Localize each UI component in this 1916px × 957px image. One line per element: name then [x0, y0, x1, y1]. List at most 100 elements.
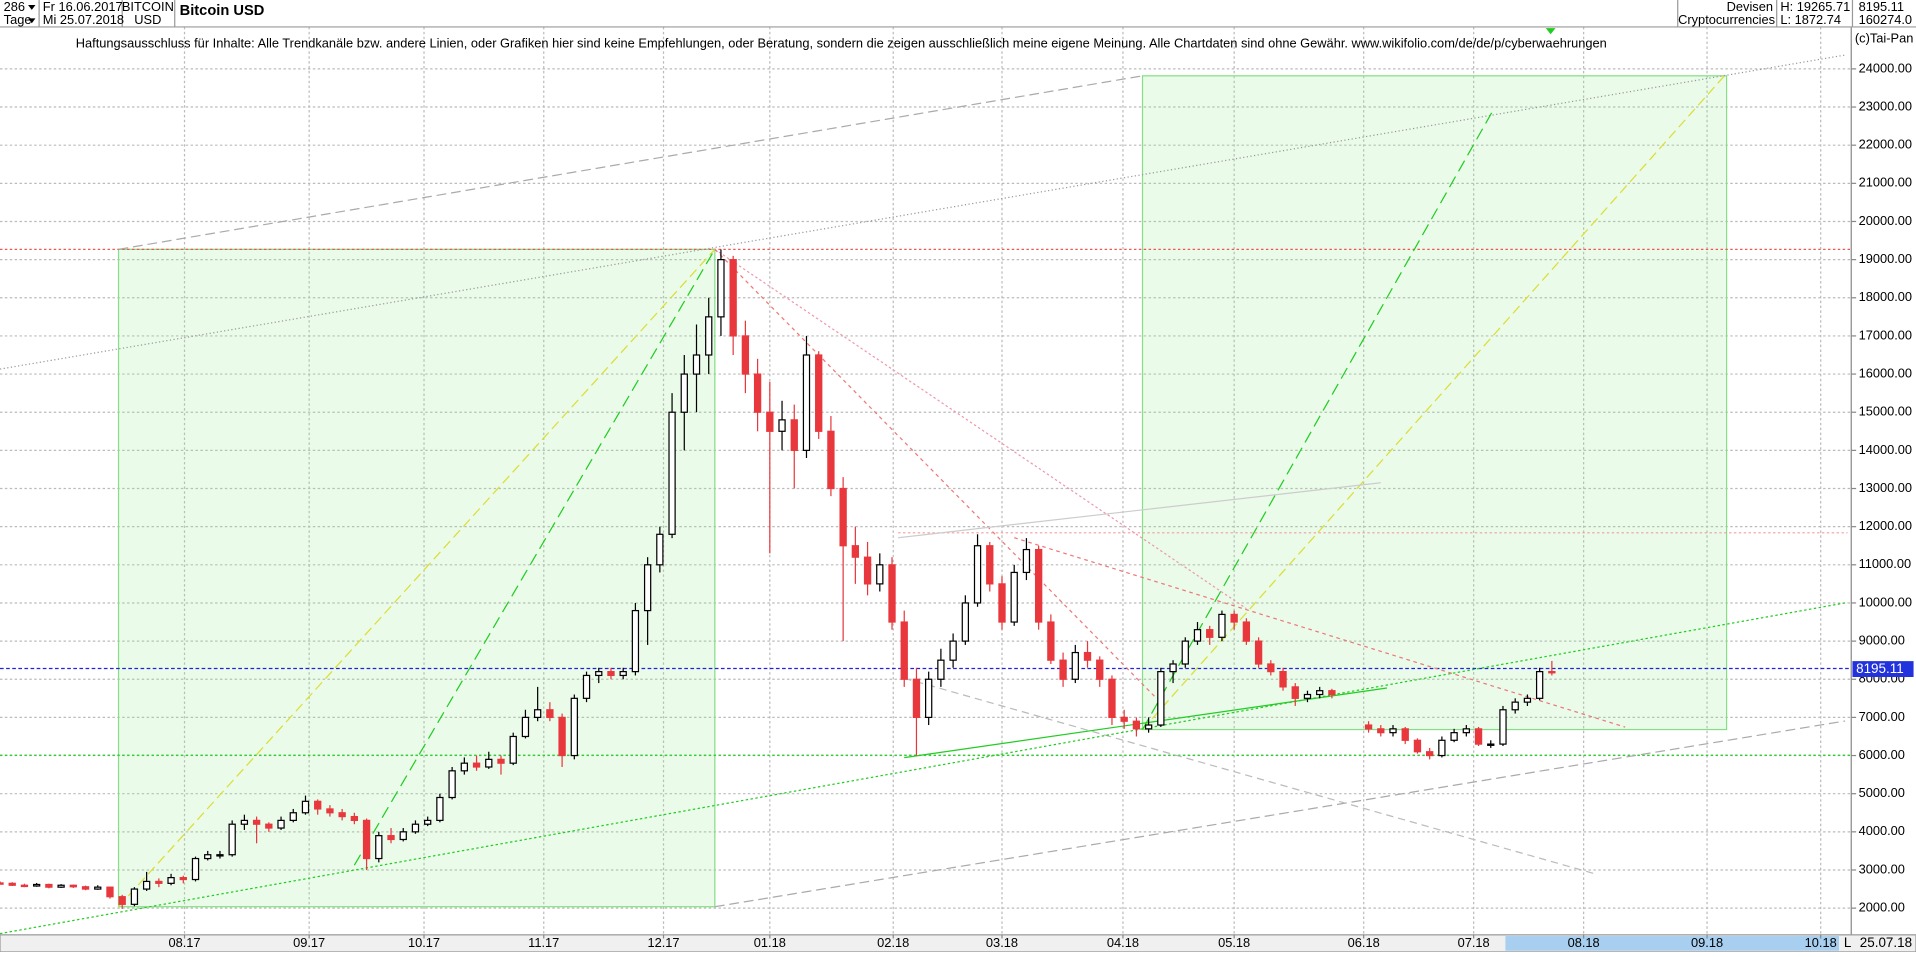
candle-body — [619, 671, 627, 677]
candle-body — [1499, 709, 1507, 745]
candle-body — [399, 831, 407, 841]
candle-body — [424, 819, 432, 825]
trend-line — [904, 677, 1595, 875]
candle-body — [1474, 728, 1483, 745]
candle-body — [937, 659, 945, 680]
x-tick-label: 08.17 — [168, 935, 200, 950]
candle-body — [387, 835, 395, 841]
y-tick-label: 5000.00 — [1859, 785, 1905, 800]
candle-body — [1193, 629, 1202, 642]
candle-body — [362, 819, 371, 860]
marker — [1545, 28, 1556, 35]
candle-body — [790, 419, 798, 451]
candle-body — [815, 354, 823, 432]
candle-body — [57, 884, 65, 888]
dropdown-arrow[interactable] — [28, 18, 36, 24]
y-tick-label: 11000.00 — [1859, 556, 1912, 571]
x-tick-label: 10.18 — [1805, 935, 1837, 950]
candle-body — [338, 812, 346, 818]
candle-body — [1083, 651, 1092, 661]
y-tick-label: 12000.00 — [1859, 518, 1913, 533]
candle-body — [973, 545, 982, 604]
candle-body — [106, 886, 114, 898]
candle-body — [851, 545, 860, 558]
dropdown-arrow[interactable] — [28, 4, 36, 10]
candle-body — [118, 896, 126, 905]
y-tick-label: 2000.00 — [1859, 900, 1905, 915]
copyright: (c)Tai-Pan — [1855, 31, 1913, 46]
candle-body — [1108, 678, 1116, 719]
candle-body — [179, 877, 187, 881]
x-tick-label: 02.18 — [877, 935, 909, 950]
scrollbar[interactable] — [1505, 936, 1840, 951]
candle-body — [1181, 640, 1189, 665]
candle-body — [1548, 671, 1556, 674]
candle-body — [289, 812, 297, 822]
candle-body — [1169, 663, 1177, 673]
period[interactable]: Tage — [4, 12, 32, 27]
candle-body — [436, 796, 444, 822]
candle-body — [533, 709, 542, 719]
x-tick-label: 12.17 — [647, 935, 679, 950]
candle-body — [521, 716, 530, 738]
x-tick-label: 09.17 — [293, 935, 325, 950]
candle-body — [1389, 728, 1397, 734]
x-tick-label: 10.17 — [408, 935, 440, 950]
candle-body — [1426, 751, 1434, 757]
x-tick-label: 01.18 — [754, 935, 786, 950]
candle-body — [1316, 690, 1324, 696]
y-tick-label: 20000.00 — [1859, 213, 1913, 228]
candle-body — [778, 419, 786, 432]
candle-body — [1438, 739, 1446, 757]
candle-body — [326, 808, 334, 814]
candle-body — [643, 564, 652, 612]
candle-body — [595, 671, 603, 677]
candle-body — [1010, 571, 1018, 623]
trend-line — [714, 248, 1247, 610]
candle-body — [94, 886, 102, 890]
y-tick-label: 7000.00 — [1859, 709, 1905, 724]
scale-mode[interactable]: L — [1844, 935, 1852, 950]
y-tick-label: 16000.00 — [1859, 365, 1913, 380]
disclaimer: Haftungsausschluss für Inhalte: Alle Tre… — [76, 35, 1607, 50]
candle-body — [1377, 728, 1385, 734]
candle-body — [1450, 732, 1458, 741]
x-tick-label: 06.18 — [1348, 935, 1380, 950]
candle-body — [265, 823, 273, 829]
candle-body — [766, 411, 774, 432]
y-tick-label: 6000.00 — [1859, 747, 1905, 762]
y-tick-label: 4000.00 — [1859, 823, 1905, 838]
candle-body — [1413, 739, 1422, 753]
candle-body — [485, 758, 493, 768]
y-tick-label: 22000.00 — [1859, 137, 1913, 152]
y-tick-label: 19000.00 — [1859, 251, 1913, 266]
candle-body — [986, 545, 994, 585]
y-tick-label: 9000.00 — [1859, 632, 1905, 647]
y-tick-label: 14000.00 — [1859, 442, 1913, 457]
candle-body — [668, 411, 676, 535]
candle-body — [961, 602, 969, 642]
candle-body — [839, 487, 847, 547]
volume: 160274.0 — [1859, 12, 1913, 27]
candle-body — [1242, 621, 1251, 642]
low: L: 1872.74 — [1780, 12, 1841, 27]
candle-body — [191, 857, 200, 881]
y-tick-label: 24000.00 — [1859, 60, 1913, 75]
trend-line — [0, 601, 1848, 935]
candle-body — [301, 800, 310, 814]
bar-count[interactable]: 286 — [4, 0, 25, 14]
candle-body — [998, 583, 1006, 623]
currency: USD — [134, 12, 161, 27]
header — [0, 0, 1916, 27]
y-tick-label: 18000.00 — [1859, 289, 1913, 304]
candle-body — [692, 354, 701, 375]
candle-body — [375, 835, 383, 860]
candle-body — [411, 823, 420, 833]
candle-body — [1096, 659, 1104, 680]
box — [1141, 75, 1728, 731]
y-tick-label: 21000.00 — [1859, 175, 1913, 190]
trend-line — [1141, 109, 1494, 730]
candle-body — [1462, 728, 1470, 734]
candle-body — [277, 819, 285, 829]
